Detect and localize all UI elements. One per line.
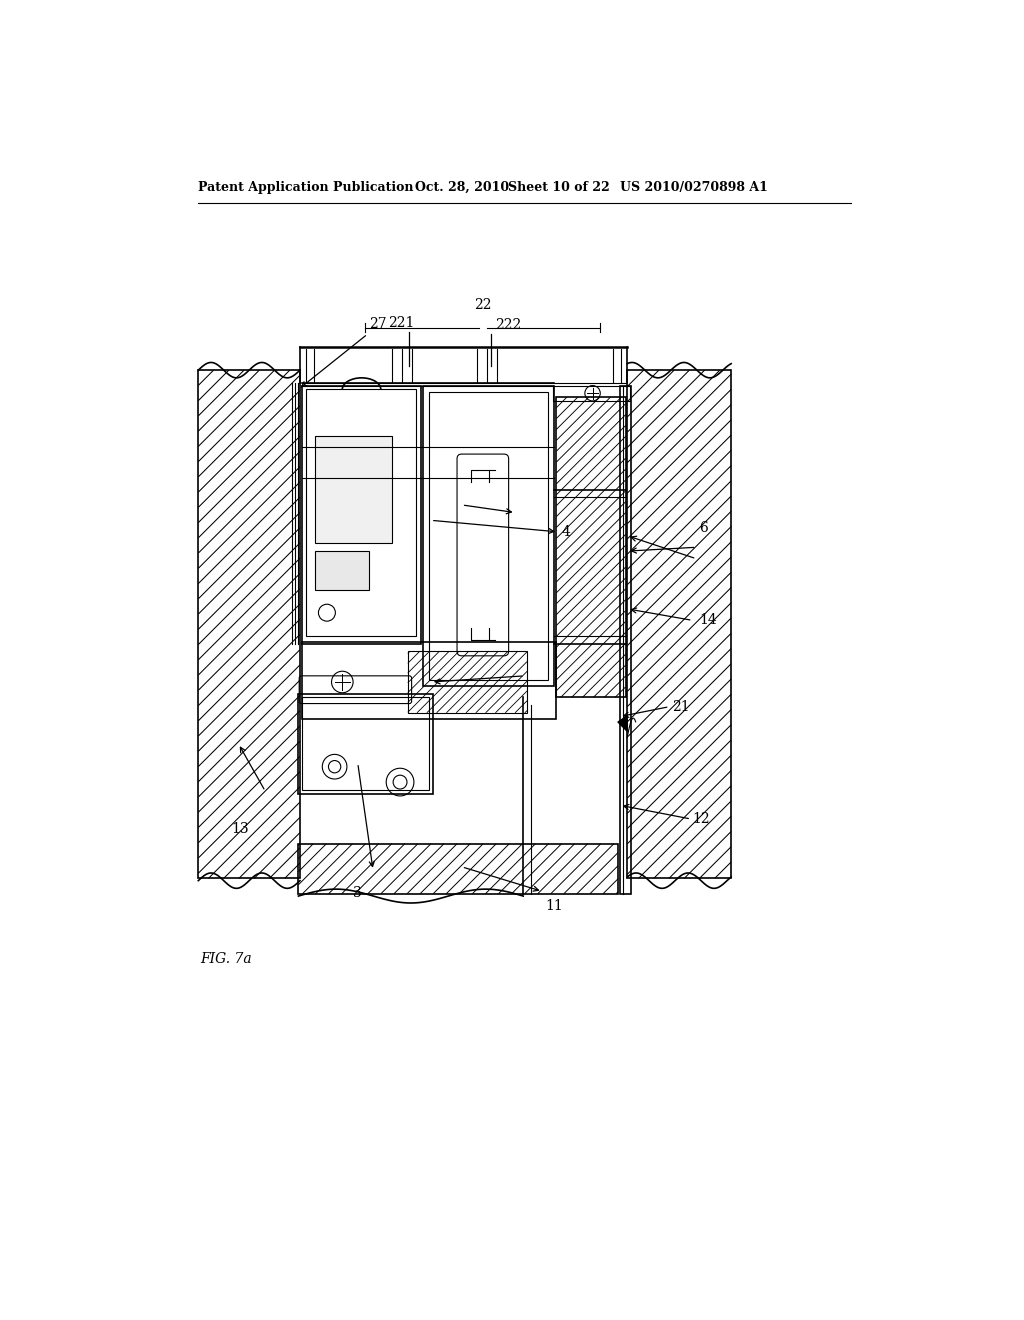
Text: 22: 22	[474, 298, 492, 313]
Text: 12: 12	[692, 812, 711, 826]
Bar	[315, 436, 392, 544]
Bar	[556, 397, 626, 697]
Text: 3: 3	[353, 886, 362, 900]
Bar	[199, 370, 300, 878]
Bar	[298, 693, 433, 793]
Bar	[302, 697, 429, 789]
Bar	[301, 642, 556, 719]
Bar	[423, 385, 554, 686]
Bar	[628, 370, 731, 878]
Text: Sheet 10 of 22: Sheet 10 of 22	[508, 181, 609, 194]
Bar	[429, 392, 548, 680]
Text: 14: 14	[698, 614, 717, 627]
Bar	[408, 651, 527, 713]
Bar	[553, 385, 630, 401]
Text: 222: 222	[495, 318, 521, 333]
Text: Patent Application Publication: Patent Application Publication	[199, 181, 414, 194]
Polygon shape	[617, 715, 628, 731]
Text: 11: 11	[545, 899, 562, 913]
Bar	[620, 385, 631, 894]
Bar	[298, 843, 617, 894]
Text: US 2010/0270898 A1: US 2010/0270898 A1	[621, 181, 768, 194]
Text: 21: 21	[672, 700, 689, 714]
Text: 6: 6	[698, 521, 708, 535]
Bar	[306, 389, 416, 636]
Text: 27: 27	[370, 317, 387, 331]
Text: 221: 221	[388, 315, 415, 330]
Text: 13: 13	[231, 822, 249, 836]
Bar	[315, 552, 370, 590]
Text: FIG. 7a: FIG. 7a	[200, 952, 252, 966]
Bar	[301, 385, 421, 644]
Text: 4: 4	[562, 525, 570, 539]
Text: Oct. 28, 2010: Oct. 28, 2010	[416, 181, 510, 194]
